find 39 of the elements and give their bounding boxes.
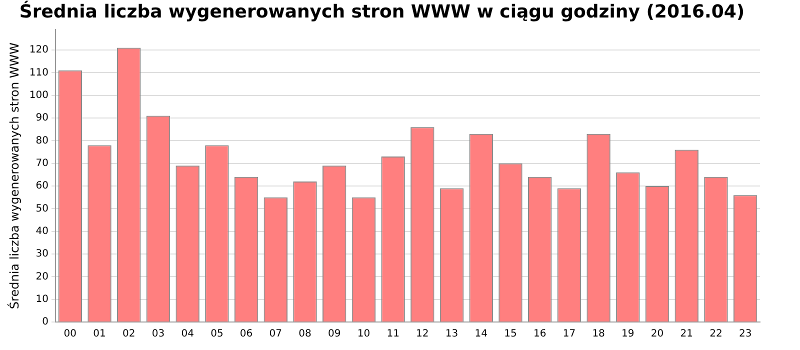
chart-title: Średnia liczba wygenerowanych stron WWW w ciągu godziny (2016.04): [19, 0, 745, 22]
y-tick-label: 100: [29, 90, 48, 101]
y-tick-label: 60: [36, 180, 48, 192]
x-tick-label: 04: [181, 328, 194, 340]
x-tick-label: 09: [328, 328, 341, 340]
y-tick-label: 0: [42, 316, 48, 328]
x-tick-label: 00: [64, 328, 77, 340]
x-tick-label: 01: [93, 328, 106, 340]
y-tick-label: 40: [36, 226, 48, 237]
y-tick-label: 30: [36, 248, 48, 260]
x-tick-label: 06: [240, 328, 253, 340]
x-tick-label: 17: [562, 328, 576, 340]
x-tick-label: 13: [445, 328, 458, 340]
y-tick-label: 80: [36, 135, 48, 146]
x-tick-label: 20: [650, 328, 664, 340]
y-axis-title: Średnia liczba wygenerowanych stron WWW: [6, 42, 22, 310]
x-tick-label: 16: [533, 328, 546, 340]
y-tick-label: 10: [36, 294, 48, 305]
x-tick-label: 05: [210, 328, 224, 340]
x-tick-label: 21: [680, 328, 693, 340]
x-tick-label: 02: [122, 328, 136, 340]
y-tick-label: 90: [36, 112, 48, 124]
x-tick-label: 07: [269, 328, 282, 340]
x-tick-label: 22: [710, 328, 722, 340]
x-tick-label: 15: [504, 328, 517, 340]
x-tick-label: 11: [386, 328, 400, 340]
y-tick-label: 70: [36, 158, 48, 169]
x-tick-label: 12: [416, 328, 429, 340]
y-tick-label: 110: [29, 67, 48, 78]
x-tick-label: 14: [474, 328, 488, 340]
x-tick-label: 10: [357, 328, 370, 340]
x-tick-label: 23: [738, 328, 752, 340]
y-tick-label: 20: [36, 271, 48, 282]
x-tick-label: 03: [152, 328, 165, 340]
x-tick-label: 08: [298, 328, 312, 340]
y-tick-label: 120: [29, 44, 48, 56]
x-tick-label: 19: [622, 328, 634, 340]
y-tick-label: 50: [36, 203, 48, 214]
x-tick-label: 18: [592, 328, 605, 340]
